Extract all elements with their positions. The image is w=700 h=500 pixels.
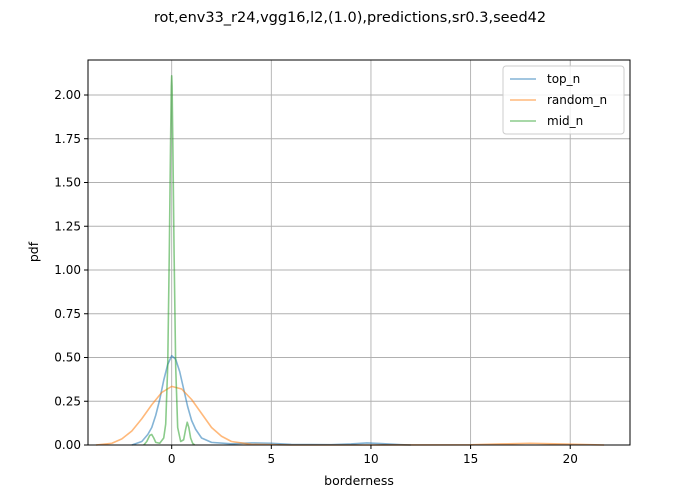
series-line-random-n — [95, 385, 605, 446]
series-line-top-n — [131, 354, 411, 446]
y-tick-label: 0.00 — [54, 438, 81, 452]
legend-box — [502, 65, 625, 135]
series-line-mid-n — [143, 74, 196, 446]
y-tick-label: 1.25 — [54, 219, 81, 233]
x-axis: 0 5 10 15 20 — [168, 445, 578, 466]
y-axis: 0.00 0.25 0.50 0.75 1.00 1.25 1.50 1.75 2.00 — [54, 88, 88, 452]
y-axis-label: pdf — [26, 241, 41, 262]
y-tick-label: 0.25 — [54, 394, 81, 408]
x-tick-label: 20 — [563, 452, 578, 466]
x-tick-label: 0 — [168, 452, 176, 466]
chart-title: rot,env33_r24,vgg16,l2,(1.0),predictions… — [154, 10, 546, 26]
legend-label-random-n: random_n — [547, 93, 607, 107]
y-tick-label: 1.00 — [54, 263, 81, 277]
y-tick-label: 1.50 — [54, 176, 81, 190]
x-tick-label: 5 — [268, 452, 276, 466]
y-tick-label: 1.75 — [54, 132, 81, 146]
y-tick-label: 0.75 — [54, 307, 81, 321]
series-lines — [95, 74, 605, 446]
legend: top_n random_n mid_n — [502, 65, 625, 135]
legend-label-mid-n: mid_n — [547, 114, 583, 128]
y-tick-label: 2.00 — [54, 88, 81, 102]
legend-label-top-n: top_n — [547, 72, 580, 86]
x-tick-label: 15 — [463, 452, 478, 466]
y-tick-label: 0.50 — [54, 351, 81, 365]
x-tick-label: 10 — [363, 452, 378, 466]
plot-frame — [87, 59, 631, 446]
x-axis-label: borderness — [324, 473, 394, 488]
